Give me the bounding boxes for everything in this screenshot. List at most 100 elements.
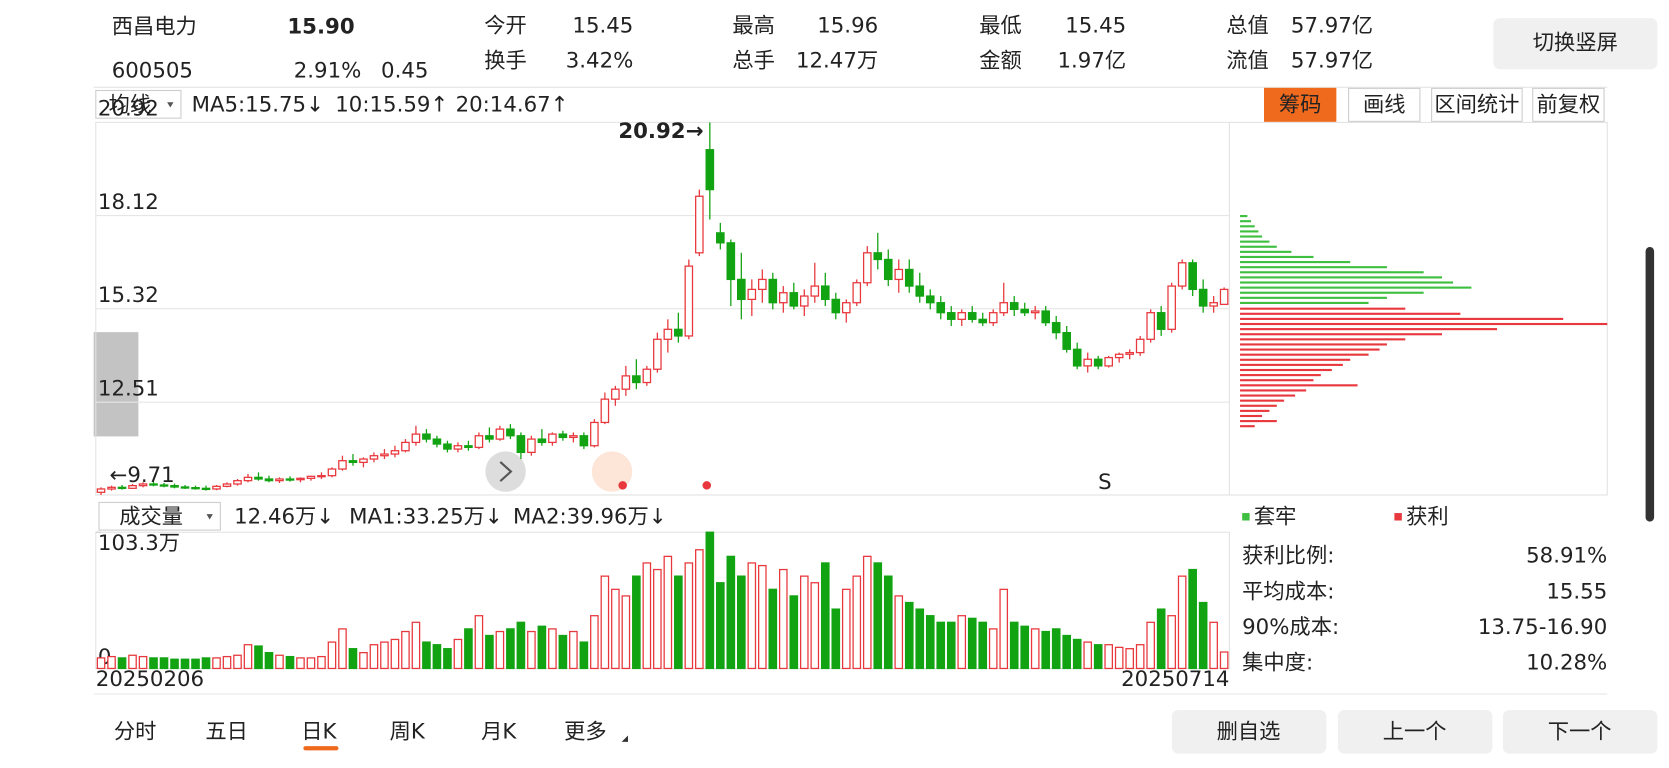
tab[interactable]: 月K [481,719,517,744]
change-pct: 2.91% [294,58,362,83]
stat-label: 流值 [1226,49,1269,74]
candle-body [1104,356,1114,367]
nav-button[interactable] [1337,709,1493,754]
volume-bar [548,628,557,670]
candle-body [810,285,820,297]
volume-bar [107,655,116,670]
nav-button[interactable] [1502,709,1658,754]
volume-select[interactable] [98,501,221,531]
volume-bar [936,621,946,670]
candle-body [1167,285,1176,330]
candle-body [737,278,746,301]
candle-body [1188,262,1197,291]
chip-bar [1240,338,1406,341]
candle-body [957,312,967,320]
candle-body [1093,358,1103,367]
candle-body [243,476,253,482]
chip-bar [1240,281,1454,284]
candle-body [1219,288,1229,306]
legend-label: 套牢 [1254,504,1297,529]
chip-bar [1240,348,1380,351]
candle-body [1030,310,1040,314]
chip-stat-value: 15.55 [1546,579,1607,604]
y-tick-label: 12.51 [98,376,159,401]
volume-bar [1209,621,1218,670]
ma-select[interactable] [95,89,182,119]
volume-bar [957,615,967,670]
candle-body [1209,302,1218,307]
chip-bar [1240,317,1564,320]
volume-bar [946,621,956,670]
y-tick-label: 18.12 [98,190,159,215]
volume-bar [149,657,158,670]
nav-button[interactable] [1171,709,1327,754]
volume-bar [611,588,620,670]
tool-button[interactable] [1263,87,1337,122]
volume-bar [757,564,767,670]
high-annotation: 20.92→ [618,119,703,144]
volume-bar [978,621,988,670]
volume-bar [422,641,431,670]
y-tick-label: 20.92 [98,97,159,122]
chip-bar [1240,261,1351,264]
chip-bar [1240,420,1277,423]
stat-label: 总手 [732,49,775,74]
ma-select-label: 均线 [109,92,152,117]
tab[interactable]: 五日 [205,719,248,744]
candle-body [778,292,788,304]
candle-body [222,483,232,487]
signal: S [1098,470,1111,495]
candle-body [180,486,190,489]
stat-value: 15.96 [817,14,878,39]
chip-bar [1240,255,1314,259]
volume-bar [1030,628,1040,670]
side-handle[interactable] [93,332,139,437]
candle-body [401,441,410,452]
chip-stat-label: 集中度: [1242,651,1313,676]
candle-body [233,480,242,485]
ma-label: 20:14.67↑ [456,92,569,117]
volume-bar [768,588,778,670]
rotate-button[interactable] [1493,18,1658,70]
volume-bar [327,641,337,670]
chip-bar [1240,322,1608,326]
chip-bar [1240,312,1461,315]
volume-bar [1083,641,1093,670]
candle-body [453,445,463,450]
x-start-label: 20250206 [96,667,204,692]
chip-stat-value: 58.91% [1526,544,1607,569]
tab[interactable]: 更多 [564,719,607,744]
chip-bar [1240,235,1263,238]
tab[interactable]: 周K [390,719,426,744]
volume-tick-label: 103.3万 [98,531,180,556]
candle-body [1177,262,1187,287]
candle-body [726,242,736,281]
next-arrow[interactable] [485,451,526,492]
nav-button-label: 上一个 [1383,719,1447,744]
tab[interactable]: 分时 [114,719,157,744]
candle-body [128,485,137,489]
chip-bar [1240,399,1285,402]
tab[interactable]: 日K [301,719,337,744]
candle-body [684,265,694,337]
chip-stat-label: 获利比例: [1242,544,1334,569]
ma-label: MA5:15.75↓ [192,92,324,117]
volume-bar [1093,644,1103,670]
tool-button[interactable] [1348,87,1421,122]
chip-stat-label: 90%成本: [1242,615,1339,640]
legend-swatch [1394,513,1402,521]
volume-bar [527,630,536,670]
volume-bar [653,568,662,670]
tool-button[interactable] [1431,87,1523,122]
dropdown-icon [206,514,213,520]
volume-bar [138,655,148,670]
volume-bar [306,657,316,670]
legend-swatch [1242,513,1250,521]
tool-button-label: 筹码 [1279,92,1322,117]
volume-bar [558,634,568,670]
more-icon [621,735,629,742]
chip-bar [1240,363,1343,366]
volume-bar [1020,625,1030,670]
tool-button[interactable] [1532,87,1605,122]
